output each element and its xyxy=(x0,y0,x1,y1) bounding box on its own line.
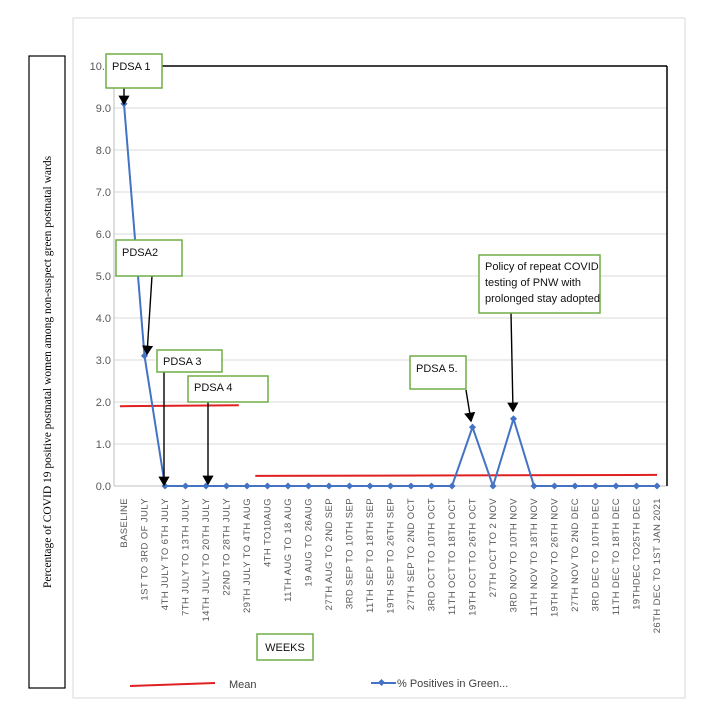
legend-mean-label: Mean xyxy=(229,679,257,691)
data-point xyxy=(345,482,354,490)
x-tick-label: 19 AUG TO 26AUG xyxy=(304,498,315,587)
annotation-arrow xyxy=(141,275,154,356)
annotation-text: PDSA 3 xyxy=(163,356,202,368)
x-tick-label: 27TH SEP TO 2ND OCT xyxy=(406,498,417,610)
data-point xyxy=(468,423,477,431)
x-tick-label: 3RD OCT TO 10TH OCT xyxy=(427,498,438,611)
annotation-line: testing of PNW with xyxy=(485,277,581,289)
data-point xyxy=(222,482,231,490)
data-point xyxy=(366,482,374,490)
annotation-text: Policy of repeat COVID testing of PNW wit… xyxy=(485,261,600,305)
data-point xyxy=(612,482,620,490)
data-point xyxy=(550,482,559,490)
annotation-arrow xyxy=(464,389,476,423)
data-point xyxy=(591,482,600,490)
x-tick-label: 14TH JULY TO 20TH JULY xyxy=(201,498,212,622)
x-tick-label: 19TH SEP TO 26TH SEP xyxy=(386,498,397,614)
x-tick-label: 11TH OCT TO 18TH OCT xyxy=(447,498,458,615)
data-point xyxy=(509,415,518,423)
x-tick-label: 3RD SEP TO 10TH SEP xyxy=(345,498,356,609)
data-point xyxy=(284,482,292,490)
legend-series-label: % Positives in Green... xyxy=(397,678,508,690)
x-tick-label: BASELINE xyxy=(119,498,130,548)
annotation-box xyxy=(105,53,163,89)
y-tick-label: 0.0 xyxy=(96,481,111,493)
y-tick-label: 8.0 xyxy=(96,145,111,157)
x-tick-label: 27TH NOV TO 2ND DEC xyxy=(570,498,581,612)
mean-line-segment xyxy=(119,404,239,408)
x-tick-label: 19TH OCT TO 26TH OCT xyxy=(468,498,479,616)
x-tick-label: 27TH OCT TO 2 NOV xyxy=(488,498,499,597)
annotation-line: Policy of repeat COVID xyxy=(485,261,599,273)
x-axis-title: WEEKS xyxy=(265,642,305,654)
annotation-arrow xyxy=(507,312,519,413)
x-tick-label: 29TH JULY TO 4TH AUG xyxy=(242,498,253,613)
data-point xyxy=(263,482,272,490)
annotation-box xyxy=(478,254,601,314)
data-point xyxy=(304,482,313,490)
annotation-text: PDSA 5. xyxy=(416,363,458,375)
y-tick-label: 7.0 xyxy=(96,187,111,199)
data-point xyxy=(530,482,538,490)
annotation-box xyxy=(115,239,183,277)
x-tick-label: 22ND TO 28TH JULY xyxy=(222,498,233,596)
data-point xyxy=(489,482,497,490)
x-tick-label: 11TH AUG TO 18 AUG xyxy=(283,498,294,602)
x-tick-label: 3RD DEC TO 10TH DEC xyxy=(591,498,602,611)
annotation-box xyxy=(156,349,223,373)
annotation-text: PDSA 4 xyxy=(194,382,233,394)
x-tick-label: 11TH DEC TO 18TH DEC xyxy=(611,498,622,615)
annotation-text: PDSA 1 xyxy=(112,61,151,73)
x-tick-label: 11TH SEP TO 18TH SEP xyxy=(365,498,376,613)
data-point xyxy=(653,482,661,490)
y-tick-label: 9.0 xyxy=(96,103,111,115)
x-tick-label: 11TH NOV TO 18TH NOV xyxy=(529,498,540,617)
annotation-box xyxy=(409,355,467,390)
annotation-line: prolonged stay adopted xyxy=(485,293,600,305)
legend-series-marker xyxy=(377,678,386,687)
x-tick-label: 19THDEC TO25TH DEC xyxy=(632,498,643,610)
y-axis-label: Percentage of COVID 19 positive postnata… xyxy=(42,155,54,588)
x-tick-label: 4TH TO10AUG xyxy=(263,498,274,567)
y-tick-label: 5.0 xyxy=(96,271,111,283)
data-point xyxy=(427,482,436,490)
y-tick-label: 1.0 xyxy=(96,439,111,451)
x-tick-label: 26TH DEC TO 1ST JAN 2021 xyxy=(652,498,663,633)
data-point xyxy=(571,482,579,490)
x-tick-label: 1ST TO 3RD OF JULY xyxy=(140,498,151,601)
y-tick-label: 2.0 xyxy=(96,397,111,409)
x-tick-label: 7TH JULY TO 13TH JULY xyxy=(181,498,192,616)
data-point xyxy=(448,482,456,490)
legend-mean-swatch xyxy=(129,682,216,687)
x-tick-label: 19TH NOV TO 26TH NOV xyxy=(550,498,561,617)
x-axis-title-box xyxy=(256,633,314,661)
data-point xyxy=(407,482,415,490)
x-tick-label: 4TH JULY TO 6TH JULY xyxy=(160,498,171,610)
y-tick-label: 4.0 xyxy=(96,313,111,325)
x-tick-label: 3RD NOV TO 10TH NOV xyxy=(509,498,520,613)
annotation-text: PDSA2 xyxy=(122,247,158,259)
data-point xyxy=(325,482,333,490)
data-point xyxy=(243,482,251,490)
annotation-box xyxy=(187,375,269,403)
y-tick-label: 6.0 xyxy=(96,229,111,241)
y-axis-label-box xyxy=(28,55,66,689)
data-point xyxy=(632,482,641,490)
data-point xyxy=(181,482,190,490)
y-tick-label: 3.0 xyxy=(96,355,111,367)
data-point xyxy=(386,482,395,490)
x-tick-label: 27TH AUG TO 2ND SEP xyxy=(324,498,335,610)
